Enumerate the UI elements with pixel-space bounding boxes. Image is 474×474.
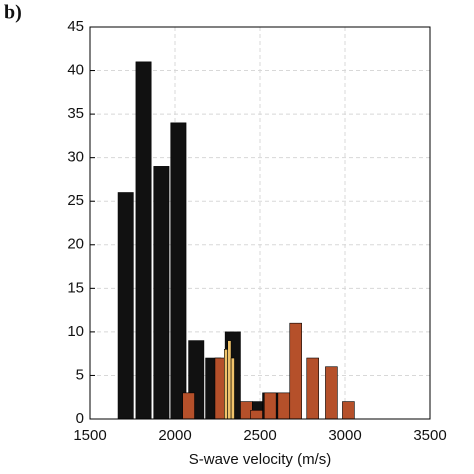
bar xyxy=(224,349,229,420)
y-tick-label: 15 xyxy=(67,279,84,296)
y-tick-label: 10 xyxy=(67,323,84,340)
bar xyxy=(153,166,170,420)
y-tick-label: 0 xyxy=(76,410,84,427)
bar xyxy=(325,366,338,420)
bar xyxy=(227,340,232,420)
x-tick-label: 3500 xyxy=(413,427,446,444)
x-tick-label: 3000 xyxy=(328,427,361,444)
bar xyxy=(230,357,235,420)
x-tick-label: 2500 xyxy=(243,427,276,444)
y-tick-label: 25 xyxy=(67,192,84,209)
y-tick-label: 35 xyxy=(67,105,84,122)
bar xyxy=(170,122,187,420)
bar xyxy=(117,192,134,420)
bar xyxy=(277,392,291,420)
x-axis-label: S-wave velocity (m/s) xyxy=(189,451,332,468)
bar xyxy=(306,357,319,420)
y-tick-label: 30 xyxy=(67,149,84,166)
y-tick-label: 5 xyxy=(76,366,84,383)
bar xyxy=(250,409,263,420)
bar xyxy=(263,392,277,420)
plot-frame xyxy=(89,26,431,420)
x-tick-label: 1500 xyxy=(73,427,106,444)
y-tick-label: 40 xyxy=(67,62,84,79)
bar xyxy=(342,401,355,420)
bar xyxy=(182,392,195,420)
panel-label: b) xyxy=(4,2,22,24)
y-tick-label: 45 xyxy=(67,18,84,35)
x-tick-label: 2000 xyxy=(158,427,191,444)
y-tick-label: 20 xyxy=(67,236,84,253)
bar xyxy=(135,61,152,420)
bar xyxy=(289,322,302,420)
